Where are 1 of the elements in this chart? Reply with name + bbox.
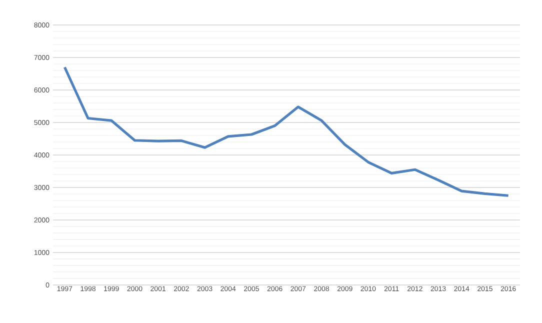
line-series: [63, 66, 510, 197]
